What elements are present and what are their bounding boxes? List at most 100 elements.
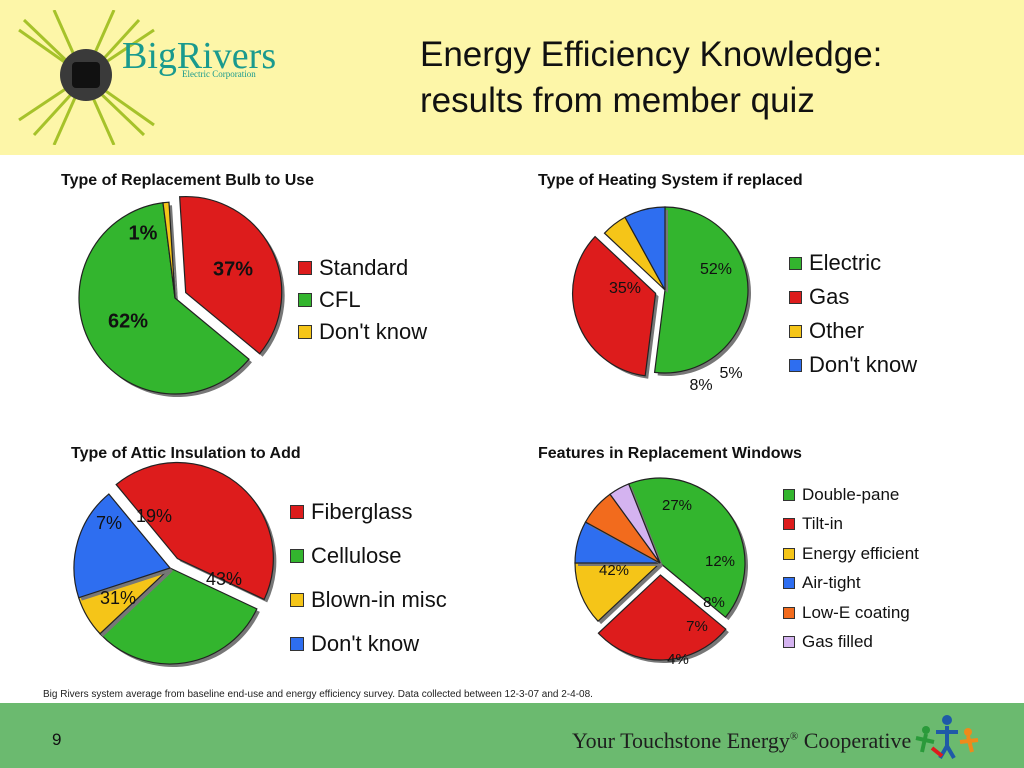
legend-item: Gas xyxy=(789,280,917,314)
pie-slice xyxy=(624,206,666,291)
pie-slice xyxy=(627,477,746,619)
legend-item: Other xyxy=(789,314,917,348)
big-rivers-logo: BigRivers Electric Corporation xyxy=(18,10,276,145)
pie-slice xyxy=(179,195,283,355)
data-label: 8% xyxy=(703,594,725,611)
logo-wordmark: BigRivers xyxy=(122,35,276,77)
pie-slice xyxy=(115,461,274,601)
data-label: 62% xyxy=(108,310,148,332)
legend-label: Low-E coating xyxy=(802,602,910,622)
legend-swatch xyxy=(789,324,802,338)
legend-label: Gas xyxy=(809,284,850,309)
pie-slice xyxy=(597,574,727,661)
data-label: 37% xyxy=(213,258,253,280)
legend-swatch xyxy=(290,505,304,519)
legend-swatch xyxy=(789,358,802,372)
legend-item: Tilt-in xyxy=(783,510,919,540)
legend-item: Blown-in misc xyxy=(290,578,447,622)
data-label: 8% xyxy=(689,377,712,394)
legend-swatch xyxy=(298,325,312,339)
footer-brand-name: Your Touchstone Energy xyxy=(572,728,790,753)
data-label: 42% xyxy=(599,562,629,579)
slide-header: BigRivers Electric Corporation Energy Ef… xyxy=(0,0,1024,155)
legend-item: Standard xyxy=(298,252,427,284)
page-number: 9 xyxy=(52,730,62,749)
legend-item: Air-tight xyxy=(783,569,919,599)
legend-swatch xyxy=(298,261,312,275)
title-line-2: results from member quiz xyxy=(420,81,815,120)
data-label: 19% xyxy=(136,506,172,526)
registered-mark: ® xyxy=(789,730,799,743)
legend-swatch xyxy=(298,293,312,307)
legend-item: Don't know xyxy=(298,316,427,348)
pie-slice xyxy=(78,202,250,395)
bulb-legend: Standard CFL Don't know xyxy=(298,252,427,348)
windows-legend: Double-pane Tilt-in Energy efficient Air-ti… xyxy=(783,480,919,657)
pie-slice xyxy=(162,201,176,299)
legend-item: Low-E coating xyxy=(783,598,919,628)
legend-label: Tilt-in xyxy=(802,514,843,534)
legend-swatch xyxy=(290,549,304,563)
data-label: 7% xyxy=(686,618,708,635)
legend-swatch xyxy=(783,518,795,531)
source-note: Big Rivers system average from baseline … xyxy=(43,689,593,700)
data-label: 35% xyxy=(609,280,641,297)
legend-swatch xyxy=(783,488,795,501)
slide-footer xyxy=(0,703,1024,768)
legend-item: Don't know xyxy=(789,348,917,382)
title-line-1: Energy Efficiency Knowledge: xyxy=(420,35,883,74)
legend-item: Double-pane xyxy=(783,480,919,510)
data-label: 12% xyxy=(705,553,735,570)
chart-title: Type of Heating System if replaced xyxy=(538,172,803,189)
legend-item: Don't know xyxy=(290,622,447,666)
data-label: 4% xyxy=(667,651,689,668)
legend-label: Air-tight xyxy=(802,573,861,593)
legend-label: Energy efficient xyxy=(802,543,919,563)
data-label: 5% xyxy=(719,365,742,382)
pie-slice xyxy=(99,567,258,665)
legend-label: Electric xyxy=(809,250,882,275)
legend-label: Gas filled xyxy=(802,632,873,652)
data-label: 52% xyxy=(700,261,732,278)
legend-label: Double-pane xyxy=(802,484,900,504)
insulation-legend: Fiberglass Cellulose Blown-in misc Don't kn… xyxy=(290,490,447,666)
heating-legend: Electric Gas Other Don't know xyxy=(789,246,917,382)
legend-item: Electric xyxy=(789,246,917,280)
pie-slice xyxy=(653,206,749,374)
chart-title: Type of Replacement Bulb to Use xyxy=(61,172,315,189)
legend-item: Energy efficient xyxy=(783,539,919,569)
data-label: 31% xyxy=(100,588,136,608)
legend-label: Don't know xyxy=(311,631,420,656)
legend-swatch xyxy=(789,290,802,304)
legend-item: Cellulose xyxy=(290,534,447,578)
legend-swatch xyxy=(783,606,795,619)
footer-brand-suffix: Cooperative xyxy=(798,728,912,753)
legend-label: Other xyxy=(809,318,865,343)
data-label: 43% xyxy=(206,569,242,589)
chart-title: Features in Replacement Windows xyxy=(538,445,802,462)
chart-title: Type of Attic Insulation to Add xyxy=(71,445,301,462)
legend-item: Gas filled xyxy=(783,628,919,658)
legend-swatch xyxy=(290,593,304,607)
data-label: 27% xyxy=(662,497,692,514)
data-label: 7% xyxy=(96,513,122,533)
pie-slice xyxy=(574,562,662,623)
legend-label: Fiberglass xyxy=(311,499,413,524)
legend-label: Cellulose xyxy=(311,543,402,568)
legend-label: Blown-in misc xyxy=(311,587,447,612)
logo-subtitle: Electric Corporation xyxy=(182,69,256,79)
legend-item: Fiberglass xyxy=(290,490,447,534)
legend-label: Standard xyxy=(319,255,409,280)
legend-swatch xyxy=(783,636,795,649)
legend-item: CFL xyxy=(298,284,427,316)
legend-label: Don't know xyxy=(809,352,918,377)
slide-title: Energy Efficiency Knowledge: results fro… xyxy=(420,32,882,124)
pie-slice xyxy=(609,483,661,564)
touchstone-figures-icon xyxy=(915,715,979,760)
legend-label: Don't know xyxy=(319,319,428,344)
pie-slice xyxy=(572,235,657,377)
